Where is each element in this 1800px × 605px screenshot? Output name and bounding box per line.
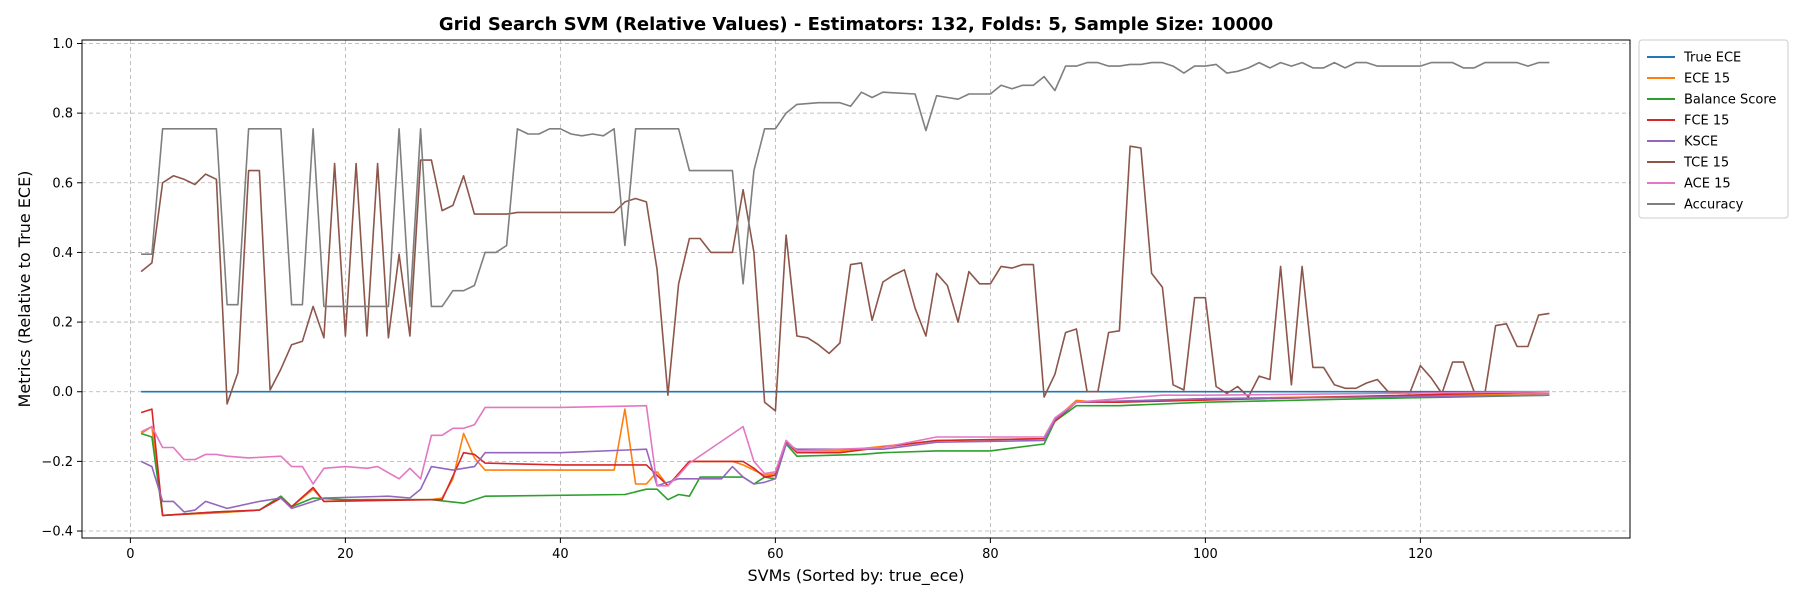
series-line-accuracy — [141, 61, 1550, 308]
x-tick-label: 60 — [767, 547, 784, 562]
x-axis: 0 20 40 60 80 100 120 — [126, 538, 1433, 562]
y-tick-label: −0.2 — [41, 455, 73, 470]
legend-label: True ECE — [1683, 51, 1741, 66]
legend-box — [1638, 39, 1789, 219]
y-axis-label: Metrics (Relative to True ECE) — [15, 171, 34, 408]
plot-frame — [81, 39, 1631, 539]
x-tick-label: 0 — [126, 547, 134, 562]
legend-label: TCE 15 — [1683, 156, 1729, 171]
y-tick-label: 0.4 — [52, 246, 73, 261]
y-tick-label: 0.2 — [52, 316, 73, 331]
legend-item-ksce: KSCE — [1647, 135, 1718, 150]
y-tick-label: 0.6 — [52, 176, 73, 191]
x-tick-label: 40 — [552, 547, 569, 562]
series-line-ace-15 — [140, 390, 1550, 487]
series-lines — [140, 61, 1550, 517]
legend-label: ECE 15 — [1684, 72, 1730, 87]
series-line-tce-15 — [140, 145, 1550, 412]
legend-item-ece-15: ECE 15 — [1647, 72, 1730, 87]
x-tick-label: 80 — [982, 547, 999, 562]
legend-item-true-ece: True ECE — [1647, 51, 1741, 66]
x-axis-label: SVMs (Sorted by: true_ece) — [748, 566, 965, 586]
legend: True ECE ECE 15 Balance Score FCE 15 KSCE TCE… — [1638, 39, 1789, 219]
legend-item-ace-15: ACE 15 — [1647, 177, 1731, 192]
legend-label: FCE 15 — [1684, 114, 1729, 129]
legend-item-tce-15: TCE 15 — [1647, 156, 1729, 171]
y-tick-label: 0.0 — [52, 385, 73, 400]
legend-label: Balance Score — [1684, 93, 1776, 108]
chart-title: Grid Search SVM (Relative Values) - Esti… — [439, 14, 1273, 35]
legend-item-balance-score: Balance Score — [1647, 93, 1776, 108]
legend-item-fce-15: FCE 15 — [1647, 114, 1729, 129]
y-tick-label: −0.4 — [41, 525, 73, 540]
y-tick-label: 0.8 — [52, 107, 73, 122]
y-axis: −0.4 −0.2 0.0 0.2 0.4 0.6 0.8 1.0 — [41, 37, 82, 540]
series-line-ksce — [140, 394, 1550, 513]
legend-label: ACE 15 — [1684, 177, 1731, 192]
x-tick-label: 20 — [337, 547, 354, 562]
legend-label: KSCE — [1684, 135, 1718, 150]
x-tick-label: 100 — [1193, 547, 1218, 562]
legend-label: Accuracy — [1684, 198, 1744, 213]
x-tick-label: 120 — [1408, 547, 1433, 562]
legend-item-accuracy: Accuracy — [1647, 198, 1744, 213]
y-tick-label: 1.0 — [52, 37, 73, 52]
